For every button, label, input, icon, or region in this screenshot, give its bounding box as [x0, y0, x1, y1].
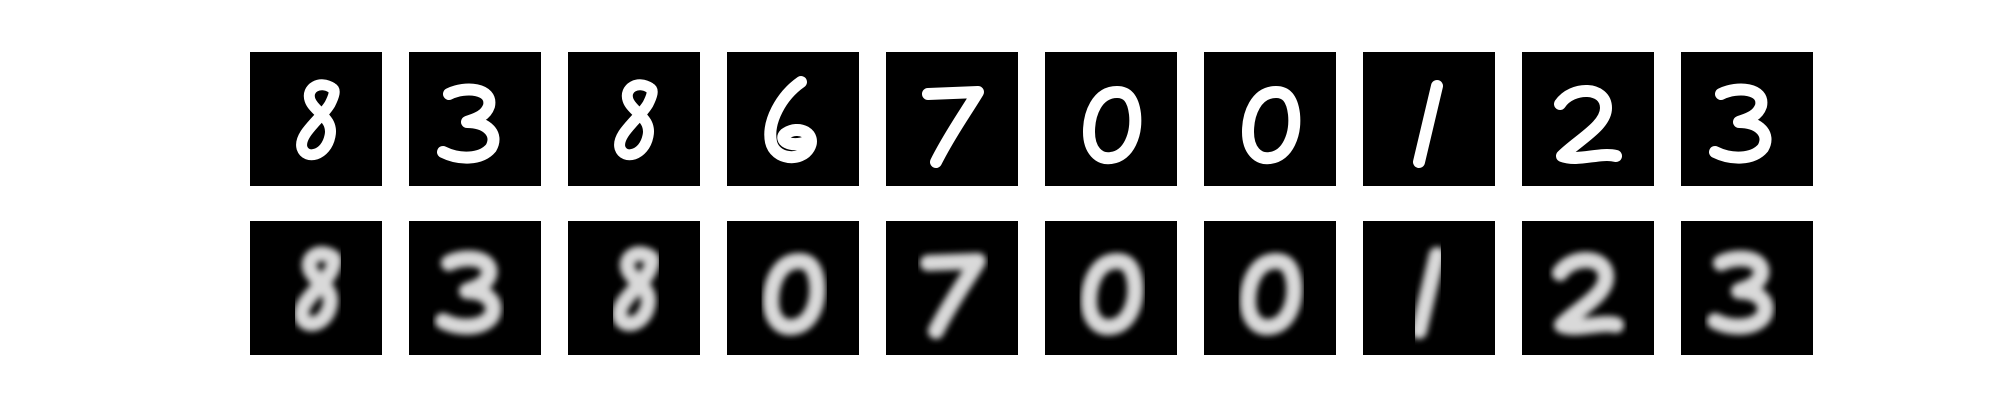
digit-stroke: [1707, 250, 1774, 335]
digit-stroke: [435, 250, 502, 335]
digit-8-glyph: [296, 79, 340, 161]
digit-stroke: [614, 79, 658, 161]
digit-7-glyph: [920, 253, 986, 339]
digit-stroke: [1242, 86, 1301, 165]
digit-stroke: [612, 246, 660, 332]
digit-3-glyph: [437, 83, 500, 164]
digit-stroke: [296, 79, 340, 161]
digit-stroke: [920, 253, 986, 339]
digit-8-glyph: [294, 246, 342, 332]
reconstruction-digit-image: [1204, 221, 1336, 355]
original-digit-image: [250, 52, 382, 186]
original-digit-image: [1363, 52, 1495, 186]
original-digit-image: [1681, 52, 1813, 186]
digit-stroke: [1081, 253, 1144, 336]
digit-1-glyph: [1413, 80, 1443, 168]
digit-8-glyph: [612, 246, 660, 332]
digit-0-glyph: [1242, 86, 1301, 165]
reconstruction-digit-image: [568, 221, 700, 355]
digit-stroke: [1709, 83, 1772, 164]
digit-stroke: [1240, 253, 1303, 336]
reconstruction-digit-image: [1522, 221, 1654, 355]
digit-2-glyph: [1554, 85, 1622, 164]
original-digit-image: [727, 52, 859, 186]
original-digit-image: [409, 52, 541, 186]
digit-8-glyph: [614, 79, 658, 161]
digit-6-glyph: [764, 76, 817, 163]
digit-2-glyph: [1552, 252, 1624, 335]
original-digit-image: [1045, 52, 1177, 186]
original-digit-image: [568, 52, 700, 186]
digit-stroke: [1083, 86, 1142, 165]
digit-3-glyph: [435, 250, 502, 335]
digit-7-glyph: [922, 86, 984, 168]
digit-stroke: [1411, 247, 1445, 339]
digit-0-glyph: [763, 253, 826, 336]
original-digit-image: [1204, 52, 1336, 186]
digit-stroke: [437, 83, 500, 164]
digit-stroke: [763, 253, 826, 336]
digit-stroke: [1554, 85, 1622, 164]
reconstruction-digit-image: [250, 221, 382, 355]
reconstruction-digit-image: [886, 221, 1018, 355]
digit-stroke: [922, 86, 984, 168]
digit-0-glyph: [1083, 86, 1142, 165]
reconstruction-digit-image: [1363, 221, 1495, 355]
digit-0-glyph: [1081, 253, 1144, 336]
digit-3-glyph: [1707, 250, 1774, 335]
digit-stroke: [1552, 252, 1624, 335]
reconstruction-digit-image: [1681, 221, 1813, 355]
reconstruction-digit-image: [1045, 221, 1177, 355]
reconstruction-digit-image: [727, 221, 859, 355]
digit-stroke: [294, 246, 342, 332]
digit-3-glyph: [1709, 83, 1772, 164]
digit-stroke: [764, 76, 817, 163]
original-digit-image: [1522, 52, 1654, 186]
digit-0-glyph: [1240, 253, 1303, 336]
digit-1-glyph: [1411, 247, 1445, 339]
digit-stroke: [1413, 80, 1443, 168]
original-digit-image: [886, 52, 1018, 186]
reconstruction-digit-image: [409, 221, 541, 355]
